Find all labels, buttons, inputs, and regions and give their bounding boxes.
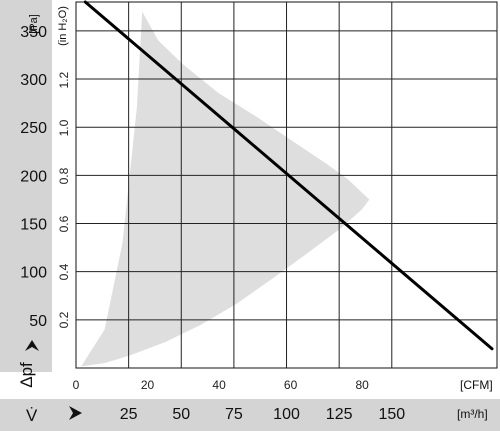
y-axis-inh2o-ticks: 0.2 0.4 0.6 0.8 1.0 1.2 — [57, 71, 71, 328]
y-tick-label-pa: 100 — [20, 265, 47, 282]
operating-range-polygon — [81, 11, 370, 367]
x-axis-arrow-icon — [69, 406, 82, 420]
x-tick-label-cfm: 80 — [355, 378, 369, 392]
y-tick-label-pa: 300 — [20, 72, 47, 89]
y-tick-label-pa: 350 — [20, 24, 47, 41]
x-tick-label-m3h: 50 — [172, 406, 190, 423]
y-axis-pa-ticks: 50 100 150 200 250 300 350 — [20, 24, 47, 330]
x-axis-m3h-unit: [m³/h] — [457, 407, 488, 421]
characteristic-line — [83, 0, 494, 351]
x-axis-cfm-ticks: 0 20 40 60 80 — [73, 378, 369, 392]
y-tick-label-pa: 200 — [20, 168, 47, 185]
y-tick-label-pa: 250 — [20, 120, 47, 137]
y-tick-label-inh2o: 1.2 — [57, 71, 71, 88]
x-tick-label-cfm: 60 — [284, 378, 298, 392]
x-axis-label-band — [0, 399, 500, 431]
characteristic-curve — [83, 0, 494, 351]
x-tick-label-m3h: 75 — [225, 406, 243, 423]
x-axis-m3h-ticks: 25 50 75 100 125 150 — [120, 406, 406, 423]
y-axis-label-band — [0, 0, 52, 372]
operating-range-area — [81, 11, 370, 367]
x-tick-label-m3h: 125 — [326, 406, 353, 423]
x-tick-label-cfm: 40 — [212, 378, 226, 392]
x-axis-symbol: V̇ — [26, 406, 38, 425]
x-tick-label-m3h: 25 — [120, 406, 138, 423]
y-tick-label-inh2o: 0.2 — [57, 311, 71, 328]
x-axis-cfm-unit: [CFM] — [460, 378, 493, 392]
y-tick-label-inh2o: 0.8 — [57, 167, 71, 184]
y-axis-arrow-icon — [25, 340, 39, 351]
y-tick-label-inh2o: 0.6 — [57, 215, 71, 232]
y-tick-label-inh2o: 1.0 — [57, 119, 71, 136]
x-tick-label-cfm: 20 — [141, 378, 155, 392]
x-tick-label-m3h: 100 — [273, 406, 300, 423]
y-tick-label-pa: 50 — [29, 313, 47, 330]
grid — [75, 1, 498, 369]
y-axis-pa-unit: [Pa] — [28, 14, 40, 34]
y-axis-inh2o-unit: (in H₂O) — [57, 6, 69, 46]
x-tick-label-cfm: 0 — [73, 378, 80, 392]
y-tick-label-inh2o: 0.4 — [57, 263, 71, 280]
y-tick-label-pa: 150 — [20, 217, 47, 234]
y-axis-symbol: Δpf — [17, 362, 36, 388]
x-tick-label-m3h: 150 — [378, 406, 405, 423]
